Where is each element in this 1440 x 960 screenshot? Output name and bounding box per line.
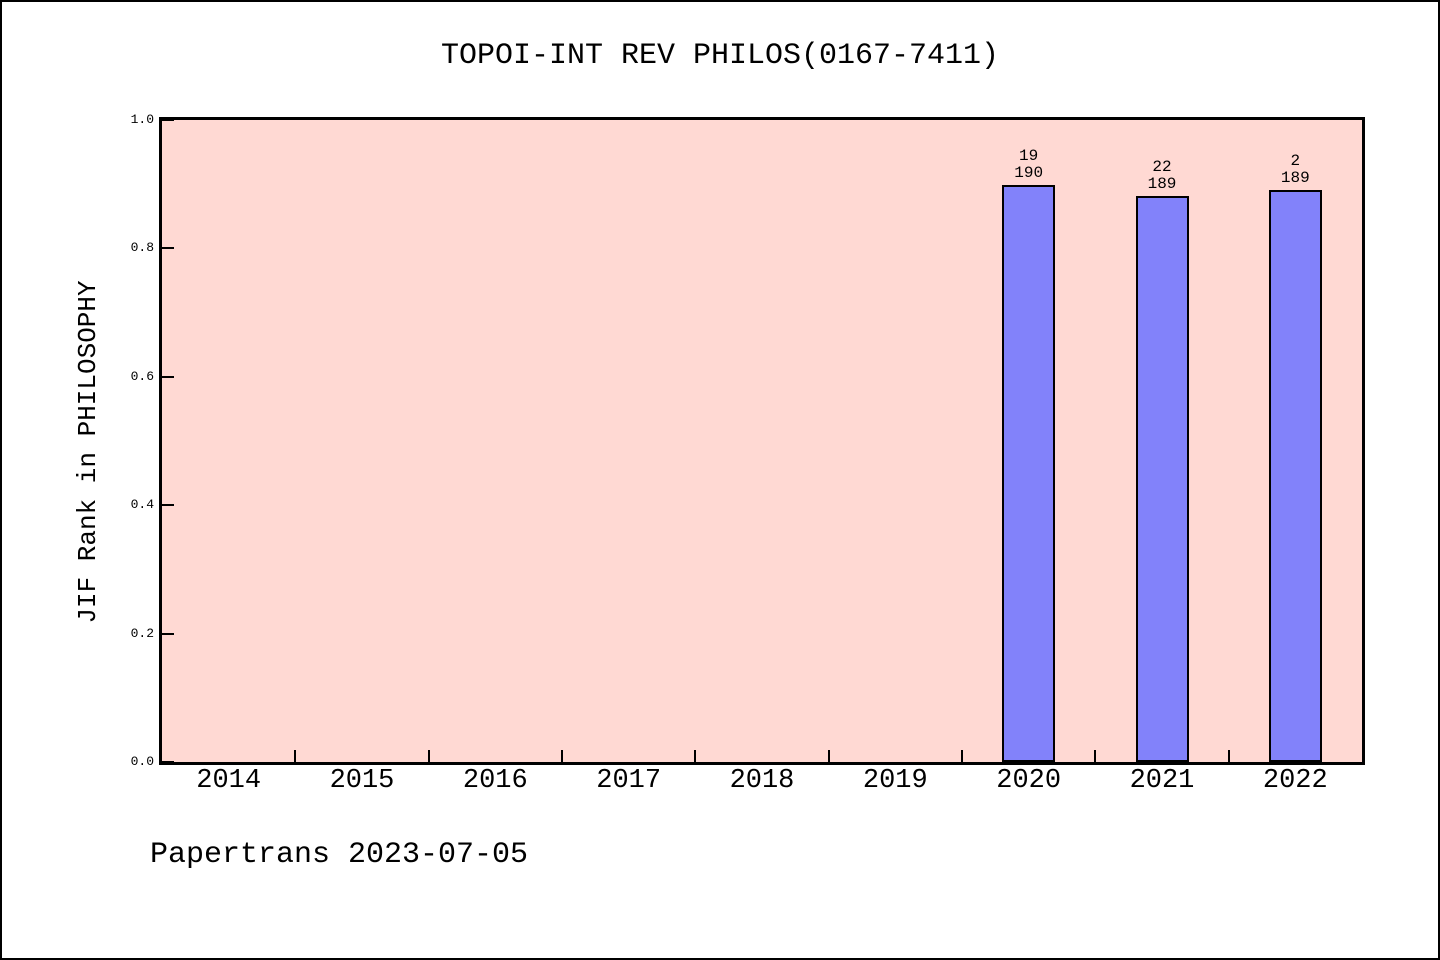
y-tick-mark bbox=[162, 632, 174, 635]
bar-2022 bbox=[1268, 189, 1322, 762]
x-tick-mark bbox=[1227, 750, 1230, 762]
x-tick-label: 2022 bbox=[1262, 766, 1328, 796]
x-tick-label: 2016 bbox=[462, 766, 528, 796]
x-tick-label: 2021 bbox=[1129, 766, 1195, 796]
y-tick-mark bbox=[162, 504, 174, 507]
bar-label-2020: 19 190 bbox=[1014, 147, 1044, 183]
y-tick-label: 0.0 bbox=[130, 754, 154, 769]
y-tick-label: 1.0 bbox=[130, 112, 154, 127]
y-axis-label: JIF Rank in PHILOSOPHY bbox=[73, 280, 103, 624]
bar-label-2022: 2 189 bbox=[1280, 151, 1310, 187]
x-tick-label: 2017 bbox=[596, 766, 662, 796]
x-tick-label: 2018 bbox=[729, 766, 795, 796]
x-tick-mark bbox=[694, 750, 697, 762]
y-tick-mark bbox=[162, 375, 174, 378]
x-tick-label: 2015 bbox=[329, 766, 395, 796]
bar-label-2021: 22 189 bbox=[1147, 157, 1177, 193]
y-tick-label: 0.6 bbox=[130, 368, 154, 384]
y-tick-label: 0.4 bbox=[130, 497, 154, 513]
x-tick-mark bbox=[961, 750, 963, 762]
chart-title: TOPOI-INT REV PHILOS(0167-7411) bbox=[440, 39, 1000, 73]
plot-area: 19 190 22 189 2 189 bbox=[159, 117, 1365, 765]
footer-watermark: Papertrans 2023-07-05 bbox=[150, 838, 529, 872]
y-tick-label: 0.8 bbox=[130, 240, 154, 256]
bar-2021 bbox=[1135, 195, 1189, 762]
x-tick-label: 2014 bbox=[196, 766, 262, 796]
y-tick-label: 0.2 bbox=[130, 625, 154, 641]
y-tick-mark bbox=[162, 119, 174, 121]
x-tick-mark bbox=[827, 750, 830, 762]
y-tick-mark bbox=[162, 761, 174, 763]
x-tick-mark bbox=[294, 750, 297, 762]
x-tick-mark bbox=[561, 750, 563, 762]
x-tick-label: 2019 bbox=[862, 766, 928, 796]
x-tick-label: 2020 bbox=[996, 766, 1062, 796]
y-tick-mark bbox=[162, 247, 174, 250]
bar-2020 bbox=[1002, 185, 1056, 762]
x-tick-mark bbox=[1094, 750, 1097, 762]
x-tick-mark bbox=[427, 750, 430, 762]
